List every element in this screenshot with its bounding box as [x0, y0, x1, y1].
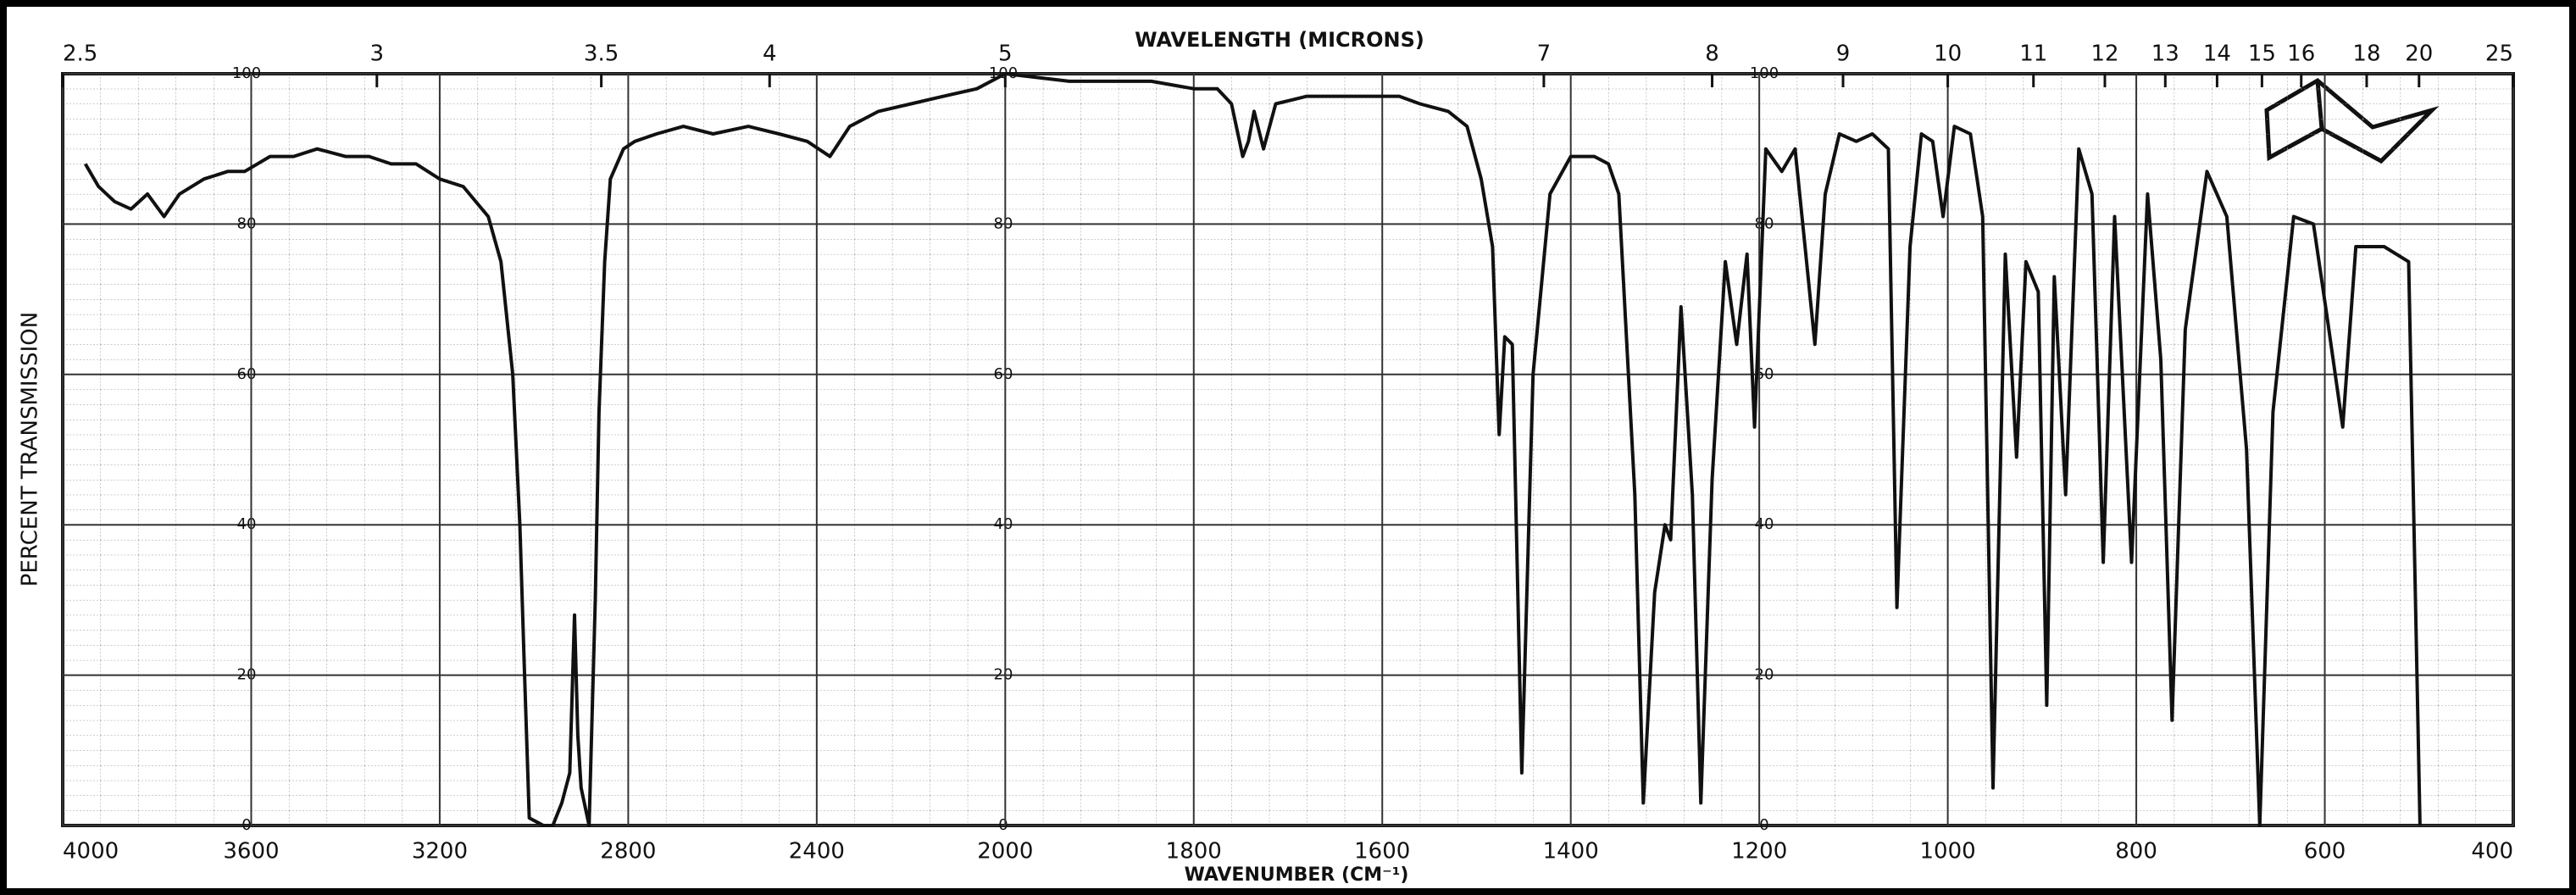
- y-tick-label: 20: [994, 666, 1013, 684]
- y-tick-label: 60: [994, 365, 1013, 383]
- x-tick-label: 2800: [600, 839, 656, 864]
- y-axis-label: PERCENT TRANSMISSION: [18, 312, 43, 586]
- x-tick-label: 1200: [1731, 839, 1787, 864]
- x2-tick-label: 3: [369, 42, 384, 67]
- y-tick-label: 60: [237, 365, 257, 383]
- x2-tick-label: 2.5: [63, 42, 97, 67]
- x-axis-label: WAVENUMBER (CM⁻¹): [1185, 864, 1409, 886]
- spectrum-line: [83, 72, 2422, 827]
- y-tick-label: 100: [232, 64, 261, 82]
- x2-tick-label: 25: [2485, 42, 2513, 67]
- x2-tick-label: 4: [763, 42, 777, 67]
- x2-tick-label: 5: [998, 42, 1013, 67]
- y-tick-label: 80: [237, 214, 257, 232]
- x2-tick-label: 7: [1537, 42, 1552, 67]
- x-tick-label: 3600: [223, 839, 279, 864]
- x-tick-label: 2400: [789, 839, 845, 864]
- x-tick-label: 4000: [63, 839, 119, 864]
- x2-tick-label: 14: [2203, 42, 2231, 67]
- x2-tick-label: 3.5: [584, 42, 619, 67]
- y-tick-label: 80: [994, 214, 1013, 232]
- y-tick-label: 0: [242, 816, 251, 834]
- x2-tick-label: 20: [2405, 42, 2433, 67]
- x-tick-label: 1000: [1920, 839, 1976, 864]
- y-tick-label: 0: [1759, 816, 1768, 834]
- x2-tick-label: 8: [1705, 42, 1719, 67]
- x2-tick-label: 11: [2019, 42, 2047, 67]
- y-tick-label: 0: [998, 816, 1008, 834]
- x-tick-label: 1800: [1166, 839, 1222, 864]
- x-tick-label: 3200: [412, 839, 468, 864]
- x2-tick-label: 10: [1934, 42, 1962, 67]
- x-tick-label: 600: [2304, 839, 2346, 864]
- x-tick-label: 800: [2115, 839, 2157, 864]
- y-tick-label: 20: [237, 666, 257, 684]
- x2-tick-label: 13: [2151, 42, 2179, 67]
- x2-tick-label: 16: [2287, 42, 2315, 67]
- x2-tick-label: 12: [2090, 42, 2118, 67]
- chart-title: WAVELENGTH (MICRONS): [1135, 28, 1424, 52]
- x-tick-label: 400: [2471, 839, 2513, 864]
- y-tick-label: 40: [237, 515, 257, 533]
- x-tick-label: 1400: [1543, 839, 1599, 864]
- x2-tick-label: 18: [2352, 42, 2380, 67]
- x2-tick-label: 9: [1836, 42, 1851, 67]
- y-tick-label: 40: [1755, 515, 1774, 533]
- x-tick-label: 2000: [977, 839, 1033, 864]
- x2-tick-label: 15: [2248, 42, 2276, 67]
- y-tick-label: 20: [1755, 666, 1774, 684]
- y-tick-label: 40: [994, 515, 1013, 533]
- y-tick-label: 100: [1750, 64, 1779, 82]
- x-tick-label: 1600: [1354, 839, 1410, 864]
- plot-area: [61, 72, 2515, 827]
